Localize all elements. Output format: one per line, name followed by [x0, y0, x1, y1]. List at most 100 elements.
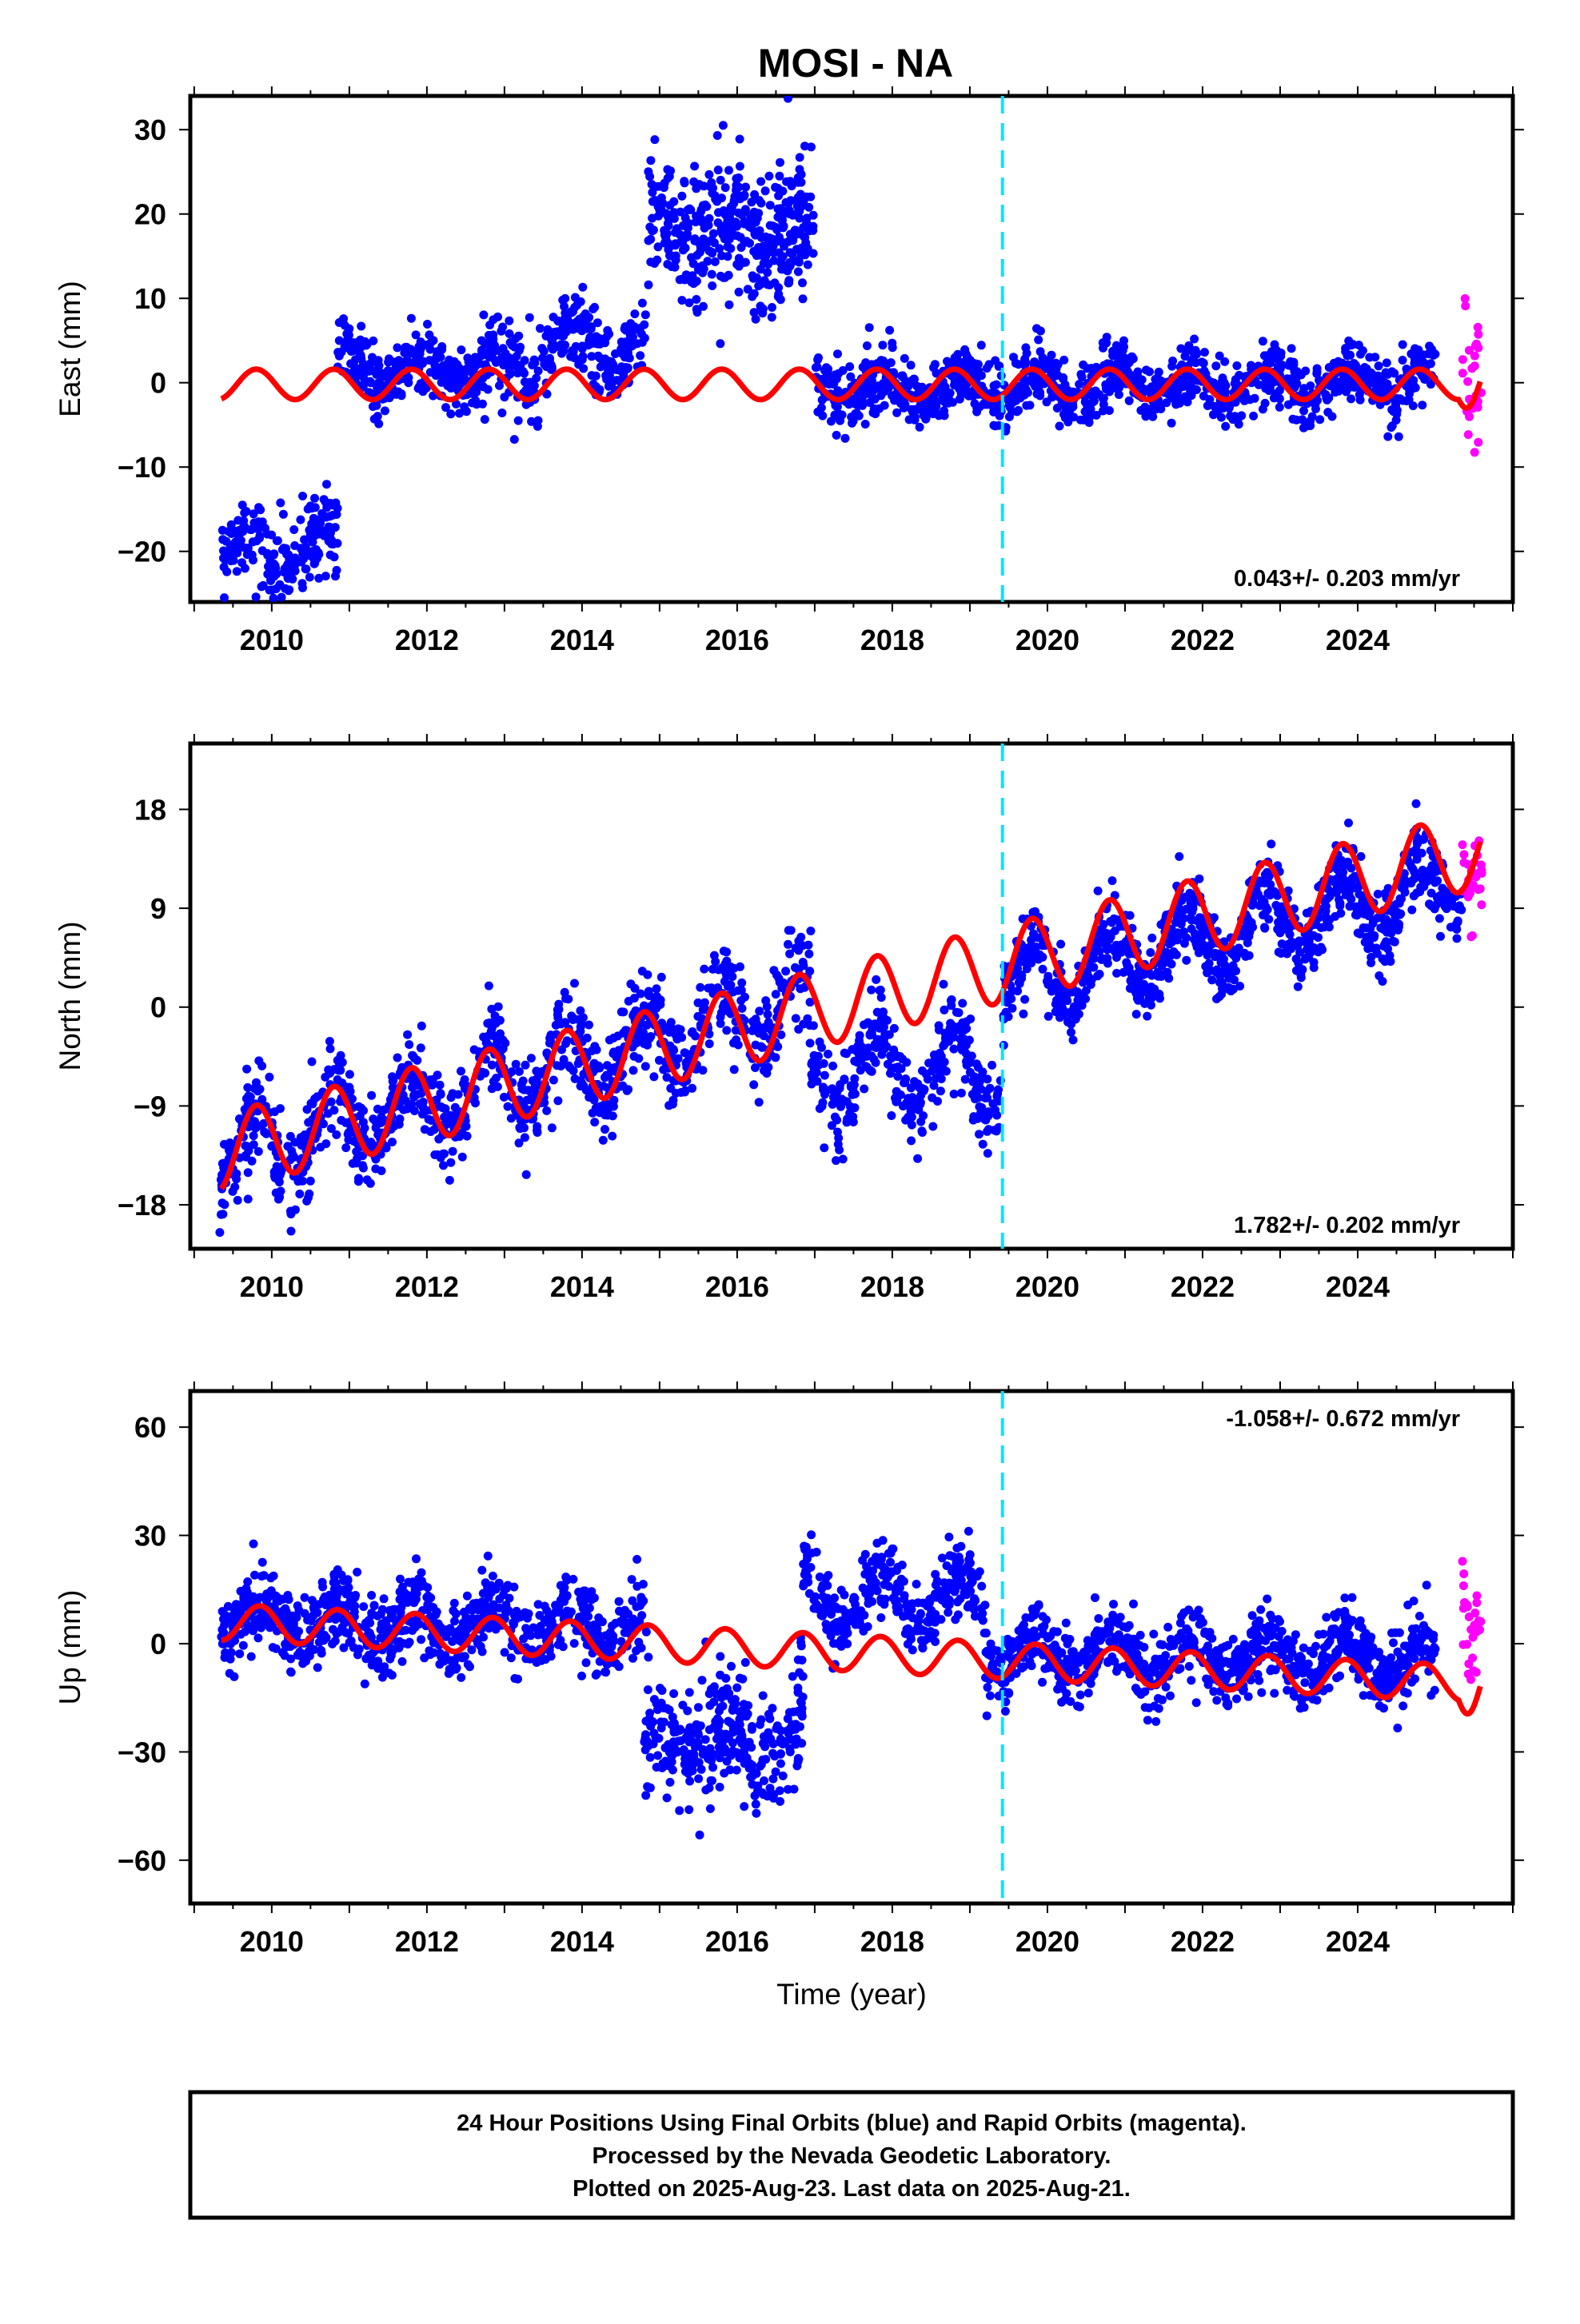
final-orbit-point: [1153, 968, 1162, 977]
final-orbit-point: [988, 1061, 996, 1070]
final-orbit-point: [1211, 952, 1219, 961]
final-orbit-point: [498, 323, 507, 332]
final-orbit-point: [548, 1123, 557, 1132]
final-orbit-point: [897, 372, 906, 381]
final-orbit-point: [900, 354, 909, 363]
final-orbit-point: [330, 1065, 339, 1074]
final-orbit-point: [437, 1102, 445, 1111]
final-orbit-point: [664, 174, 672, 183]
final-orbit-point: [418, 1110, 427, 1118]
final-orbit-point: [357, 322, 365, 331]
final-orbit-point: [1207, 975, 1216, 984]
final-orbit-point: [237, 558, 246, 567]
final-orbit-point: [888, 339, 896, 348]
final-orbit-point: [1132, 1010, 1141, 1018]
final-orbit-point: [499, 361, 508, 369]
final-orbit-point: [786, 230, 795, 239]
y-tick-label: 18: [134, 793, 166, 826]
final-orbit-point: [1015, 385, 1024, 394]
final-orbit-point: [907, 1136, 916, 1145]
final-orbit-point: [785, 258, 794, 267]
final-orbit-point: [971, 1094, 980, 1103]
final-orbit-point: [799, 193, 808, 202]
x-tick-label: 2014: [550, 624, 614, 656]
final-orbit-point: [762, 248, 771, 257]
final-orbit-point: [643, 1021, 652, 1030]
final-orbit-point: [1127, 353, 1136, 361]
final-orbit-point: [514, 417, 523, 425]
x-tick-label: 2012: [395, 1270, 459, 1303]
final-orbit-point: [1344, 819, 1353, 827]
final-orbit-point: [630, 1052, 639, 1061]
final-orbit-point: [345, 325, 353, 334]
final-orbit-point: [750, 1022, 759, 1031]
final-orbit-point: [744, 285, 752, 293]
final-orbit-point: [1052, 996, 1061, 1005]
final-orbit-point: [708, 184, 717, 193]
final-orbit-point: [951, 353, 960, 362]
final-orbit-point: [939, 1042, 948, 1050]
final-orbit-point: [704, 170, 713, 179]
final-orbit-point: [716, 1013, 725, 1022]
final-orbit-point: [804, 261, 812, 269]
final-orbit-point: [401, 343, 409, 352]
final-orbit-point: [940, 980, 948, 989]
final-orbit-point: [860, 1020, 868, 1029]
final-orbit-point: [354, 1174, 363, 1182]
final-orbit-point: [928, 1122, 937, 1131]
final-orbit-point: [757, 199, 766, 208]
final-orbit-point: [989, 402, 998, 411]
final-orbit-point: [847, 413, 856, 421]
final-orbit-point: [652, 984, 661, 993]
final-orbit-point: [460, 402, 469, 411]
final-orbit-point: [624, 997, 633, 1006]
final-orbit-point: [541, 359, 549, 368]
final-orbit-point: [1125, 397, 1134, 405]
final-orbit-point: [896, 1090, 905, 1099]
final-orbit-point: [901, 1074, 910, 1083]
final-orbit-point: [1307, 931, 1315, 939]
final-orbit-point: [527, 417, 536, 426]
final-orbit-point: [242, 507, 251, 516]
final-orbit-point: [1393, 908, 1402, 917]
final-orbit-point: [353, 1568, 361, 1577]
final-orbit-point: [409, 1091, 418, 1100]
final-orbit-point: [1315, 415, 1324, 424]
final-orbit-point: [1277, 949, 1286, 958]
x-tick-label: 2020: [1015, 1270, 1079, 1303]
final-orbit-point: [732, 183, 741, 192]
y-axis-label: North (mm): [54, 921, 86, 1070]
final-orbit-point: [412, 1554, 421, 1563]
final-orbit-point: [741, 183, 750, 192]
final-orbit-point: [1177, 919, 1186, 928]
final-orbit-point: [808, 226, 817, 235]
final-orbit-point: [689, 177, 698, 186]
final-orbit-point: [482, 1038, 491, 1047]
final-orbit-point: [1135, 995, 1144, 1003]
final-orbit-point: [1235, 982, 1244, 991]
final-orbit-point: [968, 1051, 976, 1060]
final-orbit-point: [798, 278, 807, 287]
final-orbit-point: [1187, 382, 1195, 391]
rapid-orbit-point: [1474, 885, 1482, 894]
final-orbit-point: [1386, 927, 1395, 936]
final-orbit-point: [265, 569, 273, 578]
final-orbit-point: [671, 240, 680, 249]
final-orbit-point: [409, 1051, 417, 1060]
final-orbit-point: [436, 1081, 445, 1090]
final-orbit-point: [693, 1012, 702, 1021]
final-orbit-point: [1430, 879, 1439, 887]
final-orbit-point: [626, 979, 635, 988]
final-orbit-point: [681, 213, 690, 222]
final-orbit-point: [871, 1040, 880, 1049]
final-orbit-point: [1186, 914, 1195, 923]
final-orbit-point: [774, 293, 783, 301]
final-orbit-point: [1032, 324, 1041, 333]
final-orbit-point: [1061, 381, 1070, 389]
final-orbit-point: [713, 131, 722, 140]
final-orbit-point: [666, 1084, 675, 1093]
final-orbit-point: [565, 1062, 573, 1070]
final-orbit-point: [1341, 347, 1350, 356]
